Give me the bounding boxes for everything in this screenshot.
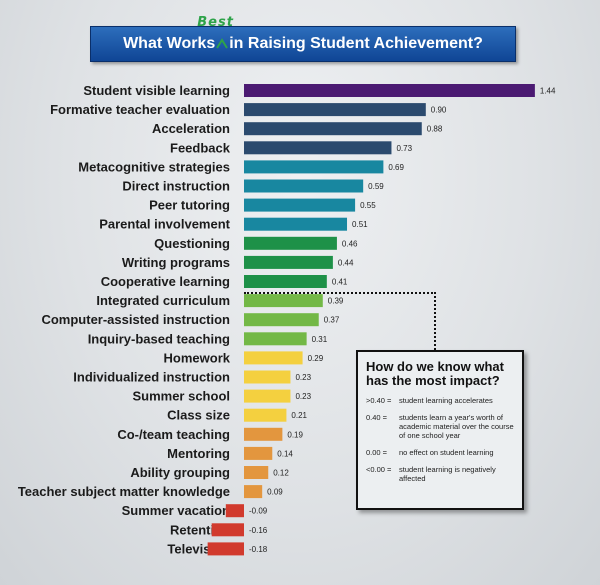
value-label: 0.44	[338, 258, 354, 267]
value-label: 0.51	[352, 220, 368, 229]
bar	[244, 103, 426, 117]
value-label: 0.37	[324, 316, 340, 325]
bar	[244, 427, 283, 441]
value-label: 0.21	[291, 411, 307, 420]
impact-legend-text: student learning accelerates	[399, 396, 493, 405]
category-label: Mentoring	[167, 446, 230, 461]
title-before: What Works	[123, 35, 216, 52]
category-label: Summer vacation	[122, 503, 230, 518]
value-label: -0.16	[249, 526, 268, 535]
impact-legend-row: >0.40 = student learning accelerates	[366, 396, 514, 405]
category-label: Peer tutoring	[149, 198, 230, 213]
value-label: 0.29	[308, 354, 324, 363]
bar	[244, 84, 535, 97]
bar	[244, 198, 356, 212]
value-label: 0.90	[431, 106, 447, 115]
bar	[244, 217, 348, 231]
value-label: -0.18	[249, 545, 268, 554]
category-label: Summer school	[132, 389, 230, 404]
title-banner: What Works Best in Raising Student Achie…	[90, 15, 516, 62]
category-label: Computer-assisted instruction	[41, 312, 230, 327]
category-label: Class size	[167, 408, 230, 423]
bar	[244, 466, 269, 479]
impact-legend-title: How do we know what has the most impact?	[366, 359, 504, 388]
insertion-mark: Best	[197, 15, 233, 49]
category-label: Inquiry-based teaching	[88, 331, 230, 346]
category-label: Homework	[164, 350, 231, 365]
bar	[244, 351, 303, 365]
category-label: Cooperative learning	[101, 274, 230, 289]
value-label: 0.41	[332, 278, 348, 287]
value-label: 0.46	[342, 239, 358, 248]
bar	[244, 370, 291, 384]
category-label: Metacognitive strategies	[78, 159, 230, 174]
bar	[244, 275, 327, 288]
value-label: 1.44	[540, 87, 556, 96]
value-label: 0.23	[295, 373, 311, 382]
category-label: Feedback	[170, 140, 231, 155]
category-label: Formative teacher evaluation	[50, 102, 230, 117]
category-label: Direct instruction	[122, 179, 230, 194]
impact-legend-row: 0.40 = students learn a year's worth of …	[366, 413, 514, 440]
category-label: Integrated curriculum	[96, 293, 230, 308]
category-label: Individualized instruction	[73, 370, 230, 385]
value-label: 0.59	[368, 182, 384, 191]
category-label: Ability grouping	[130, 465, 230, 480]
value-label: 0.73	[396, 144, 412, 153]
bar	[244, 141, 392, 155]
bar	[244, 313, 319, 327]
value-label: 0.88	[427, 125, 443, 134]
bar	[244, 179, 364, 193]
bar	[244, 408, 287, 422]
category-label: Co-/team teaching	[117, 427, 230, 442]
connector-side	[434, 292, 436, 350]
value-label: 0.23	[295, 392, 311, 401]
impact-legend-key: <0.00 =	[366, 465, 392, 474]
impact-legend-key: 0.00 =	[366, 448, 388, 457]
impact-legend-text: student learning is negatively affected	[399, 465, 496, 483]
bar	[244, 255, 333, 269]
value-label: 0.09	[267, 488, 283, 497]
category-label: Acceleration	[152, 121, 230, 136]
value-label: 0.12	[273, 469, 289, 478]
category-label: Parental involvement	[99, 217, 230, 232]
value-label: 0.39	[328, 297, 344, 306]
value-label: 0.55	[360, 201, 376, 210]
category-label: Questioning	[154, 236, 230, 251]
value-label: 0.19	[287, 430, 303, 439]
connector-top	[244, 292, 436, 294]
bar	[207, 542, 244, 556]
value-label: 0.69	[388, 163, 404, 172]
impact-legend-box: How do we know what has the most impact?…	[356, 350, 524, 510]
bar	[244, 294, 323, 308]
title-after: in Raising Student Achievement?	[229, 35, 483, 52]
bar	[244, 485, 263, 499]
category-label: Teacher subject matter knowledge	[18, 484, 230, 499]
bar	[244, 446, 273, 460]
value-label: 0.14	[277, 449, 293, 458]
bar	[244, 389, 291, 403]
impact-legend-row: 0.00 = no effect on student learning	[366, 448, 514, 457]
bar	[244, 236, 337, 250]
bar	[244, 332, 307, 346]
caret-icon	[216, 38, 229, 49]
value-label: 0.31	[312, 335, 328, 344]
impact-legend-key: >0.40 =	[366, 396, 392, 405]
impact-legend-text: no effect on student learning	[399, 448, 494, 457]
bar	[244, 122, 422, 136]
category-label: Student visible learning	[83, 83, 230, 98]
bar	[225, 504, 244, 518]
title-inserted-word: Best	[197, 15, 234, 30]
bar	[244, 160, 384, 174]
value-label: -0.09	[249, 507, 268, 516]
impact-legend-text: students learn a year's worth of academi…	[399, 413, 514, 440]
impact-legend-row: <0.00 = student learning is negatively a…	[366, 465, 514, 483]
category-label: Writing programs	[122, 255, 230, 270]
impact-legend-key: 0.40 =	[366, 413, 388, 422]
bar	[211, 523, 244, 537]
